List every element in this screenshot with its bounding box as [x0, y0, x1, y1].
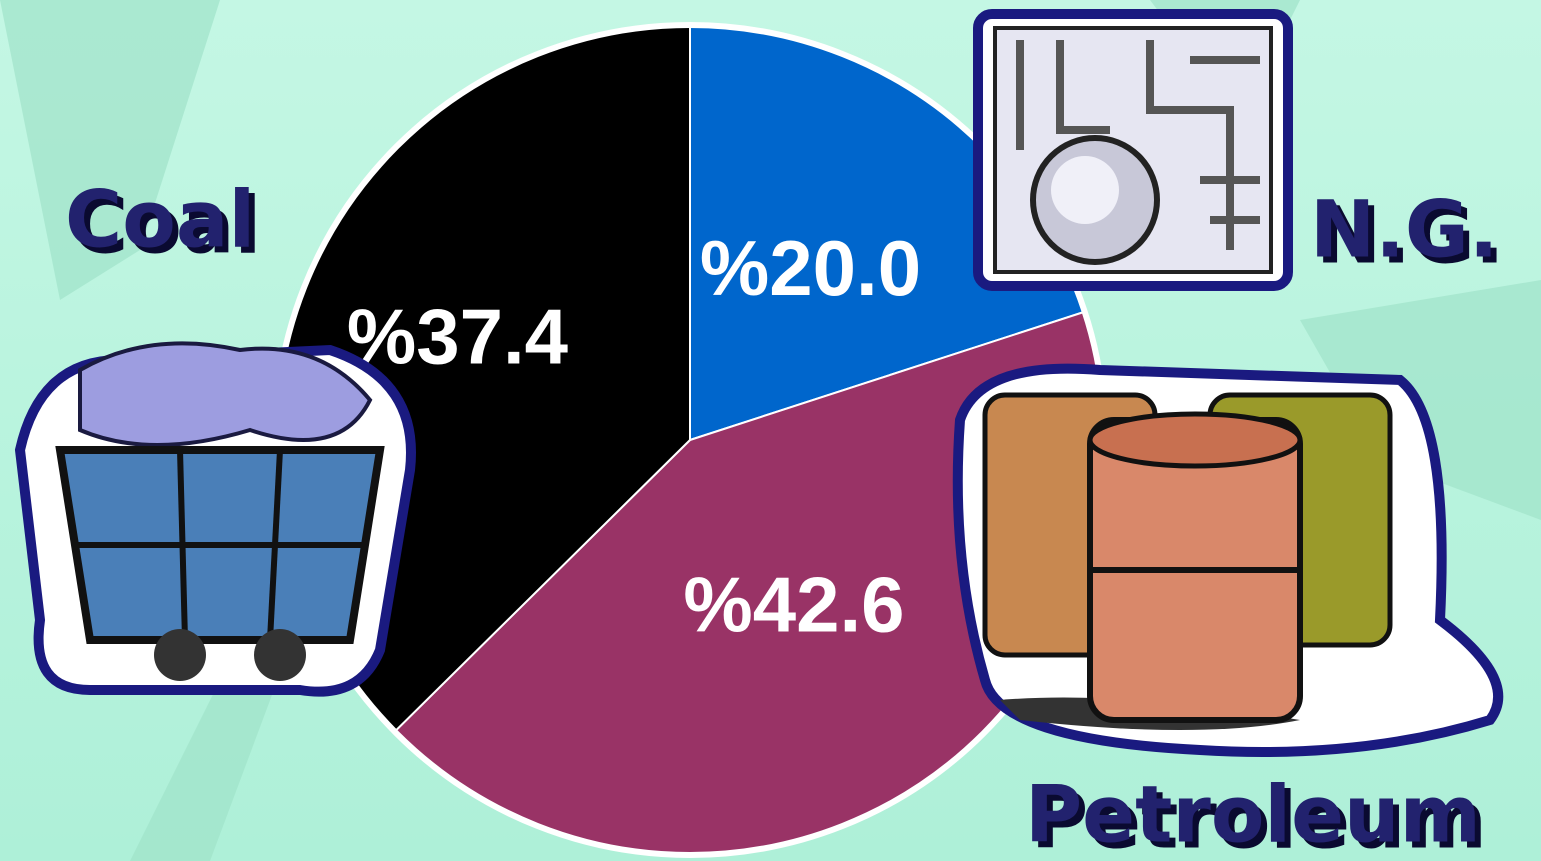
oil-barrels-icon [952, 363, 1504, 757]
category-label-shadow: Petroleum [1031, 776, 1487, 861]
value-label: %20.0 [700, 224, 921, 312]
coal-cart-icon [14, 341, 416, 697]
category-label: Coal [65, 175, 255, 265]
category-label-shadow: Coal [71, 181, 261, 271]
category-label-shadow: N.G. [1316, 191, 1505, 281]
category-label: N.G. [1310, 185, 1499, 275]
value-labels: %20.0 %42.6 %37.4 [347, 224, 921, 649]
value-label: %37.4 [347, 292, 568, 380]
category-label: Petroleum [1025, 770, 1481, 860]
category-labels: Coal Coal N.G. N.G. Petroleum Petroleum [65, 175, 1505, 861]
value-label: %42.6 [683, 560, 904, 648]
gas-plant-icon [973, 9, 1293, 291]
